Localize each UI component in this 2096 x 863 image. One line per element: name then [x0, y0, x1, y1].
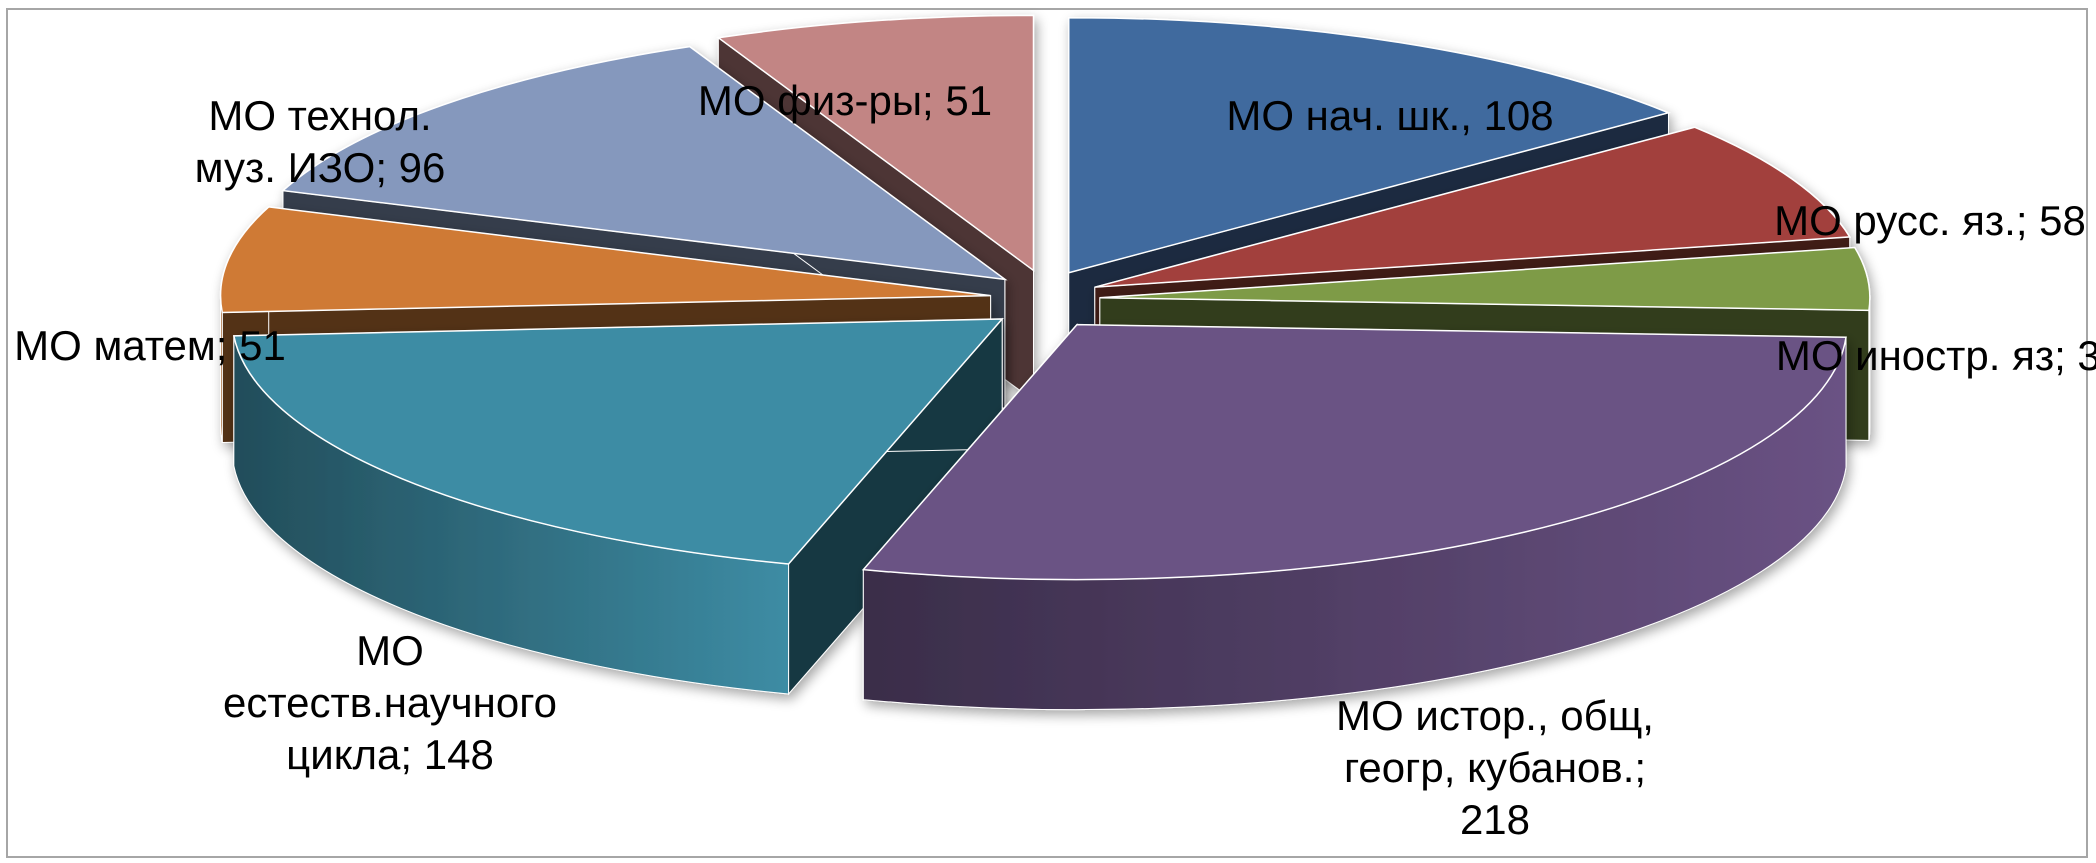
data-label-мо-нач-шк: МО нач. шк., 108: [1226, 92, 1553, 139]
data-label-мо-технол-муз-изо: МО технол. муз. ИЗО; 96: [195, 92, 446, 191]
data-label-мо-русс-яз: МО русс. яз.; 58: [1774, 197, 2086, 244]
data-label-мо-естеств-научного-цикла: МО естеств.научного цикла; 148: [223, 627, 557, 778]
data-label-мо-физ-ры: МО физ-ры; 51: [698, 77, 992, 124]
data-label-мо-истор-общ-геогр-кубанов: МО истор., общ, геогр, кубанов.; 218: [1336, 692, 1654, 843]
data-label-мо-матем: МО матем; 51: [14, 322, 286, 369]
pie-slice-мо-истор-общ-геогр-кубанов: [861, 323, 1847, 711]
data-label-мо-иностр-яз: МО иностр. яз; 30: [1776, 332, 2096, 379]
pie-slice-мо-естеств-научного-цикла: [232, 317, 1004, 696]
